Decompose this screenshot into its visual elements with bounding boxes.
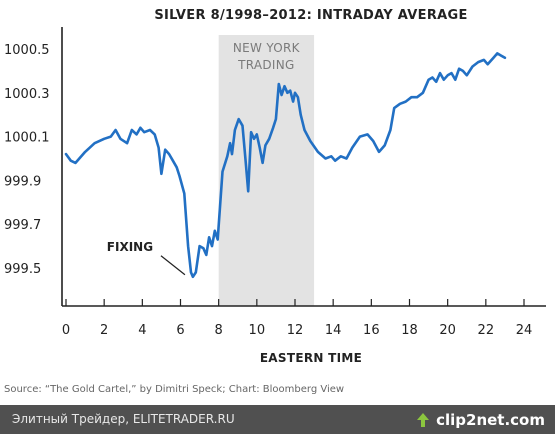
x-tick-label: 0 [62,323,70,338]
x-tick-label: 6 [176,323,184,338]
x-tick-label: 22 [478,323,495,338]
shaded-region-new-york [218,35,315,306]
y-tick-label: 999.9 [4,174,41,189]
x-axis-label: EASTERN TIME [260,351,362,365]
y-tick-label: 999.5 [4,262,41,277]
clip2net-brand[interactable]: clip2net.com [415,409,545,430]
footer-caption: Элитный Трейдер, ELITETRADER.RU [12,412,235,426]
brand-text: clip2net.com [436,410,545,429]
fixing-annotation-line [160,255,186,276]
y-tick-label: 1000.3 [4,87,50,102]
shaded-region-label-line1: NEW YORK [233,41,301,55]
shaded-region-label-line2: TRADING [237,58,295,72]
x-axis-ticks: 0 2 4 6 8 10 12 14 16 18 20 22 24 [62,299,532,338]
chart: SILVER 8/1998–2012: INTRADAY AVERAGE NEW… [4,8,546,395]
y-tick-label: 1000.5 [4,43,50,58]
clip2net-logo-icon [415,412,431,428]
x-tick-label: 10 [249,323,266,338]
x-tick-label: 4 [138,323,146,338]
shaded-region-layer: NEW YORK TRADING [218,35,315,306]
x-tick-label: 20 [439,323,456,338]
x-tick-label: 8 [215,323,223,338]
chart-title: SILVER 8/1998–2012: INTRADAY AVERAGE [154,8,467,23]
x-tick-label: 24 [516,323,533,338]
y-axis-ticks: 999.5 999.7 999.9 1000.1 1000.3 1000.5 [4,43,50,277]
series-layer [64,52,507,279]
fixing-annotation-label: FIXING [107,240,153,254]
annotation-layer: FIXING [107,240,186,276]
x-tick-label: 12 [287,323,304,338]
y-tick-label: 999.7 [4,218,41,233]
source-note: Source: “The Gold Cartel,” by Dimitri Sp… [4,384,344,395]
y-tick-label: 1000.1 [4,131,50,146]
silver-intraday-line [64,52,507,279]
x-tick-label: 2 [100,323,108,338]
x-tick-label: 18 [401,323,418,338]
footer-bar: Элитный Трейдер, ELITETRADER.RU clip2net… [0,405,555,434]
x-tick-label: 14 [325,323,342,338]
x-tick-label: 16 [363,323,380,338]
